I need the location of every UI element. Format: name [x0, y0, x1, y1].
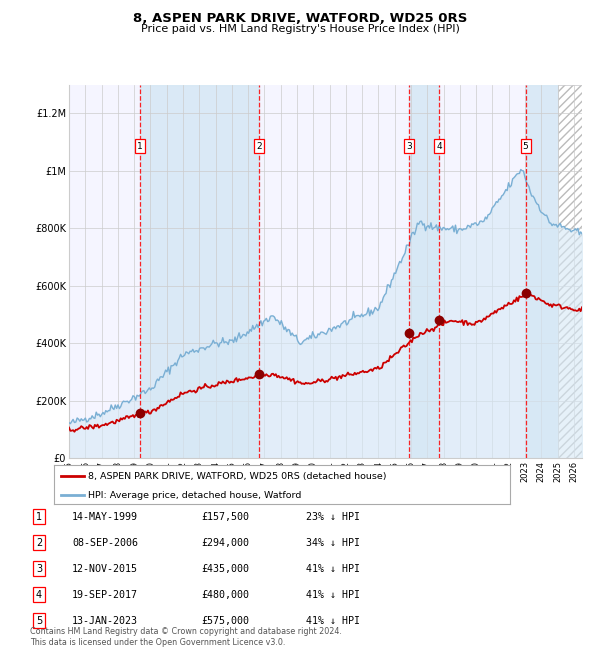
- Text: £435,000: £435,000: [201, 564, 249, 574]
- Text: 1: 1: [36, 512, 42, 522]
- Text: 2: 2: [36, 538, 42, 548]
- Text: 14-MAY-1999: 14-MAY-1999: [72, 512, 138, 522]
- Text: 2: 2: [256, 142, 262, 151]
- Text: £157,500: £157,500: [201, 512, 249, 522]
- Text: £294,000: £294,000: [201, 538, 249, 548]
- Text: Price paid vs. HM Land Registry's House Price Index (HPI): Price paid vs. HM Land Registry's House …: [140, 24, 460, 34]
- Text: 8, ASPEN PARK DRIVE, WATFORD, WD25 0RS: 8, ASPEN PARK DRIVE, WATFORD, WD25 0RS: [133, 12, 467, 25]
- Text: 23% ↓ HPI: 23% ↓ HPI: [306, 512, 360, 522]
- Text: 3: 3: [406, 142, 412, 151]
- Text: £575,000: £575,000: [201, 616, 249, 626]
- Bar: [140, 84, 259, 458]
- Text: 34% ↓ HPI: 34% ↓ HPI: [306, 538, 360, 548]
- Text: 8, ASPEN PARK DRIVE, WATFORD, WD25 0RS (detached house): 8, ASPEN PARK DRIVE, WATFORD, WD25 0RS (…: [88, 472, 387, 481]
- Text: 08-SEP-2006: 08-SEP-2006: [72, 538, 138, 548]
- Text: 12-NOV-2015: 12-NOV-2015: [72, 564, 138, 574]
- Text: 41% ↓ HPI: 41% ↓ HPI: [306, 616, 360, 626]
- Text: 4: 4: [36, 590, 42, 600]
- Text: Contains HM Land Registry data © Crown copyright and database right 2024.
This d: Contains HM Land Registry data © Crown c…: [30, 627, 342, 647]
- Text: 1: 1: [137, 142, 143, 151]
- Text: 13-JAN-2023: 13-JAN-2023: [72, 616, 138, 626]
- Text: £480,000: £480,000: [201, 590, 249, 600]
- Text: 4: 4: [436, 142, 442, 151]
- Bar: [409, 84, 439, 458]
- Text: HPI: Average price, detached house, Watford: HPI: Average price, detached house, Watf…: [88, 491, 302, 500]
- Text: 41% ↓ HPI: 41% ↓ HPI: [306, 590, 360, 600]
- Text: 19-SEP-2017: 19-SEP-2017: [72, 590, 138, 600]
- Text: 5: 5: [523, 142, 529, 151]
- Bar: [557, 84, 590, 458]
- Text: 5: 5: [36, 616, 42, 626]
- Bar: [526, 84, 557, 458]
- Text: 3: 3: [36, 564, 42, 574]
- Text: 41% ↓ HPI: 41% ↓ HPI: [306, 564, 360, 574]
